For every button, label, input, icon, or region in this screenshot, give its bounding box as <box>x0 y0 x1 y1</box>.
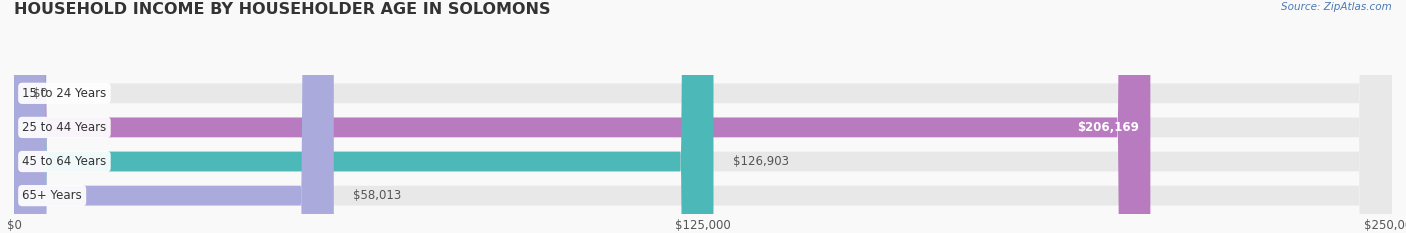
Text: 65+ Years: 65+ Years <box>22 189 82 202</box>
Text: $0: $0 <box>34 87 48 100</box>
FancyBboxPatch shape <box>14 0 1392 233</box>
FancyBboxPatch shape <box>14 0 1392 233</box>
Text: HOUSEHOLD INCOME BY HOUSEHOLDER AGE IN SOLOMONS: HOUSEHOLD INCOME BY HOUSEHOLDER AGE IN S… <box>14 2 551 17</box>
FancyBboxPatch shape <box>14 0 713 233</box>
FancyBboxPatch shape <box>14 0 1150 233</box>
Text: $126,903: $126,903 <box>733 155 789 168</box>
Text: 25 to 44 Years: 25 to 44 Years <box>22 121 107 134</box>
FancyBboxPatch shape <box>14 0 333 233</box>
Text: $58,013: $58,013 <box>353 189 401 202</box>
Text: 45 to 64 Years: 45 to 64 Years <box>22 155 107 168</box>
FancyBboxPatch shape <box>14 0 1392 233</box>
Text: $206,169: $206,169 <box>1077 121 1139 134</box>
Text: Source: ZipAtlas.com: Source: ZipAtlas.com <box>1281 2 1392 12</box>
FancyBboxPatch shape <box>14 0 1392 233</box>
Text: 15 to 24 Years: 15 to 24 Years <box>22 87 107 100</box>
